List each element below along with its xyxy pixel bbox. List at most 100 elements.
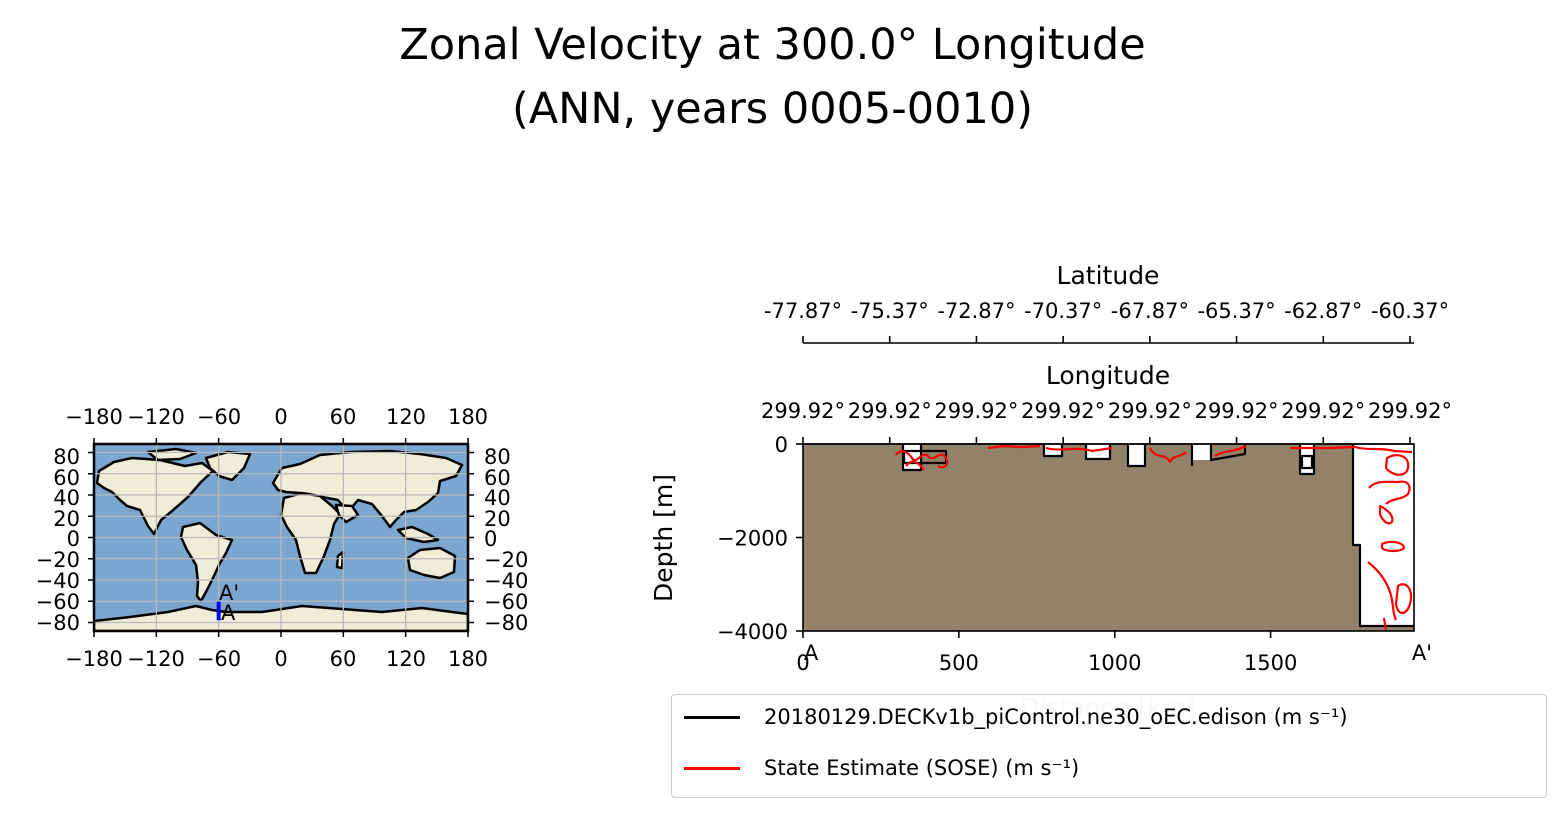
map-ytick-right-label: −80	[484, 611, 528, 635]
map-ytick-left-label: 60	[53, 466, 80, 490]
map-ytick-left-label: 0	[67, 527, 80, 551]
longitude-tick-label: 299.92°	[1368, 399, 1452, 423]
map-ytick-right-label: 60	[484, 466, 511, 490]
africa	[279, 491, 342, 575]
obs-contour	[1290, 445, 1413, 454]
map-xtick-bottom-label: −180	[65, 647, 123, 671]
map-xtick-top-label: 60	[330, 405, 357, 429]
longitude-tick-label: 299.92°	[848, 399, 932, 423]
section-xtick-label: 1000	[1088, 651, 1141, 675]
obs-contour	[1214, 445, 1247, 457]
figure-title-line-1: Zonal Velocity at 300.0° Longitude	[399, 20, 1146, 70]
longitude-tick-label: 299.92°	[1108, 399, 1192, 423]
obs-contour	[1367, 561, 1398, 621]
transect-end-label: A'	[219, 581, 239, 605]
section-ytick-label: −2000	[717, 527, 788, 551]
map-ocean	[94, 444, 468, 631]
map-ytick-left-label: −80	[36, 611, 80, 635]
section-ytick-label: −4000	[717, 620, 788, 644]
map-xtick-bottom-label: 120	[386, 647, 426, 671]
map-ytick-right-label: −40	[484, 569, 528, 593]
map-xtick-top-label: −180	[65, 405, 123, 429]
map-ytick-left-label: −40	[36, 569, 80, 593]
antarctica	[94, 604, 468, 631]
obs-contour	[1380, 540, 1406, 553]
obs-contour	[1045, 446, 1113, 453]
map-ytick-left-label: −20	[36, 548, 80, 572]
south-america	[179, 521, 234, 603]
section-endpoint-end: A'	[1412, 641, 1432, 665]
legend-swatch-model	[684, 715, 740, 719]
section-ylabel: Depth [m]	[649, 474, 678, 602]
map-frame	[92, 442, 470, 633]
longitude-tick-label: 299.92°	[761, 399, 845, 423]
obs-contour	[1382, 617, 1388, 631]
latitude-tick-label: -65.37°	[1197, 299, 1275, 323]
map-ytick-left-label: 40	[53, 486, 80, 510]
model-contour	[902, 449, 948, 465]
map-xtick-top-label: 120	[386, 405, 426, 429]
obs-contour	[1384, 454, 1410, 476]
model-contour	[1126, 444, 1147, 468]
latitude-tick-label: -60.37°	[1371, 299, 1449, 323]
longitude-tick-label: 299.92°	[1021, 399, 1105, 423]
map-ytick-right-label: 40	[484, 486, 511, 510]
longitude-tick-label: 299.92°	[1281, 399, 1365, 423]
section-endpoint-start: A	[804, 641, 819, 665]
map-ytick-right-label: 20	[484, 507, 511, 531]
map-xtick-top-label: 180	[448, 405, 488, 429]
model-contour	[1298, 444, 1316, 476]
figure-title-line-2: (ANN, years 0005-0010)	[511, 84, 1034, 134]
section-xtick-label: 500	[939, 651, 979, 675]
arctic-islands	[146, 447, 198, 462]
legend-label-model: 20180129.DECKv1b_piControl.ne30_oEC.edis…	[764, 705, 1348, 729]
obs-contour	[1368, 480, 1411, 505]
bathymetry-fill	[803, 444, 1414, 631]
latitude-tick-label: -72.87°	[937, 299, 1015, 323]
obs-contour	[1394, 583, 1413, 615]
model-contour	[1209, 444, 1247, 462]
map-xtick-bottom-label: 60	[330, 647, 357, 671]
greenland	[204, 450, 252, 482]
legend-swatch-obs	[684, 766, 740, 770]
map-xtick-bottom-label: −120	[127, 647, 185, 671]
model-contour	[901, 444, 923, 472]
arabia	[334, 503, 360, 524]
longitude-axis-label: Longitude	[1046, 361, 1170, 390]
map-ytick-right-label: 0	[484, 527, 497, 551]
australia	[406, 546, 457, 580]
map-ytick-right-label: −20	[484, 548, 528, 572]
latitude-tick-label: -62.87°	[1284, 299, 1362, 323]
map-ytick-right-label: −60	[484, 590, 528, 614]
latitude-tick-label: -67.87°	[1111, 299, 1189, 323]
section-background	[803, 444, 1414, 631]
eurasia	[271, 449, 464, 529]
map-xtick-top-label: −120	[127, 405, 185, 429]
map-xtick-top-label: 0	[274, 405, 287, 429]
map-xtick-top-label: −60	[197, 405, 241, 429]
legend-entry-model: 20180129.DECKv1b_piControl.ne30_oEC.edis…	[684, 702, 1348, 732]
north-america	[95, 456, 215, 536]
legend-entry-obs: State Estimate (SOSE) (m s⁻¹)	[684, 753, 1079, 783]
transect-start-label: A	[221, 601, 236, 625]
obs-contour	[895, 450, 949, 469]
obs-contour	[1149, 447, 1187, 464]
map-xtick-bottom-label: −60	[197, 647, 241, 671]
model-contour	[1042, 444, 1064, 458]
longitude-tick-label: 299.92°	[1195, 399, 1279, 423]
map-ytick-left-label: −60	[36, 590, 80, 614]
latitude-axis-label: Latitude	[1057, 261, 1160, 290]
obs-contour	[905, 460, 925, 471]
model-contour	[1351, 444, 1414, 628]
indonesia	[396, 525, 440, 544]
map-ytick-left-label: 80	[53, 445, 80, 469]
madagascar	[335, 550, 345, 570]
model-contour	[1300, 454, 1314, 470]
section-xtick-label: 0	[796, 651, 809, 675]
latitude-tick-label: -77.87°	[764, 299, 842, 323]
longitude-tick-label: 299.92°	[934, 399, 1018, 423]
map-xtick-bottom-label: 0	[274, 647, 287, 671]
map-ytick-left-label: 20	[53, 507, 80, 531]
obs-contour	[987, 444, 1041, 450]
obs-contour	[1378, 504, 1394, 525]
